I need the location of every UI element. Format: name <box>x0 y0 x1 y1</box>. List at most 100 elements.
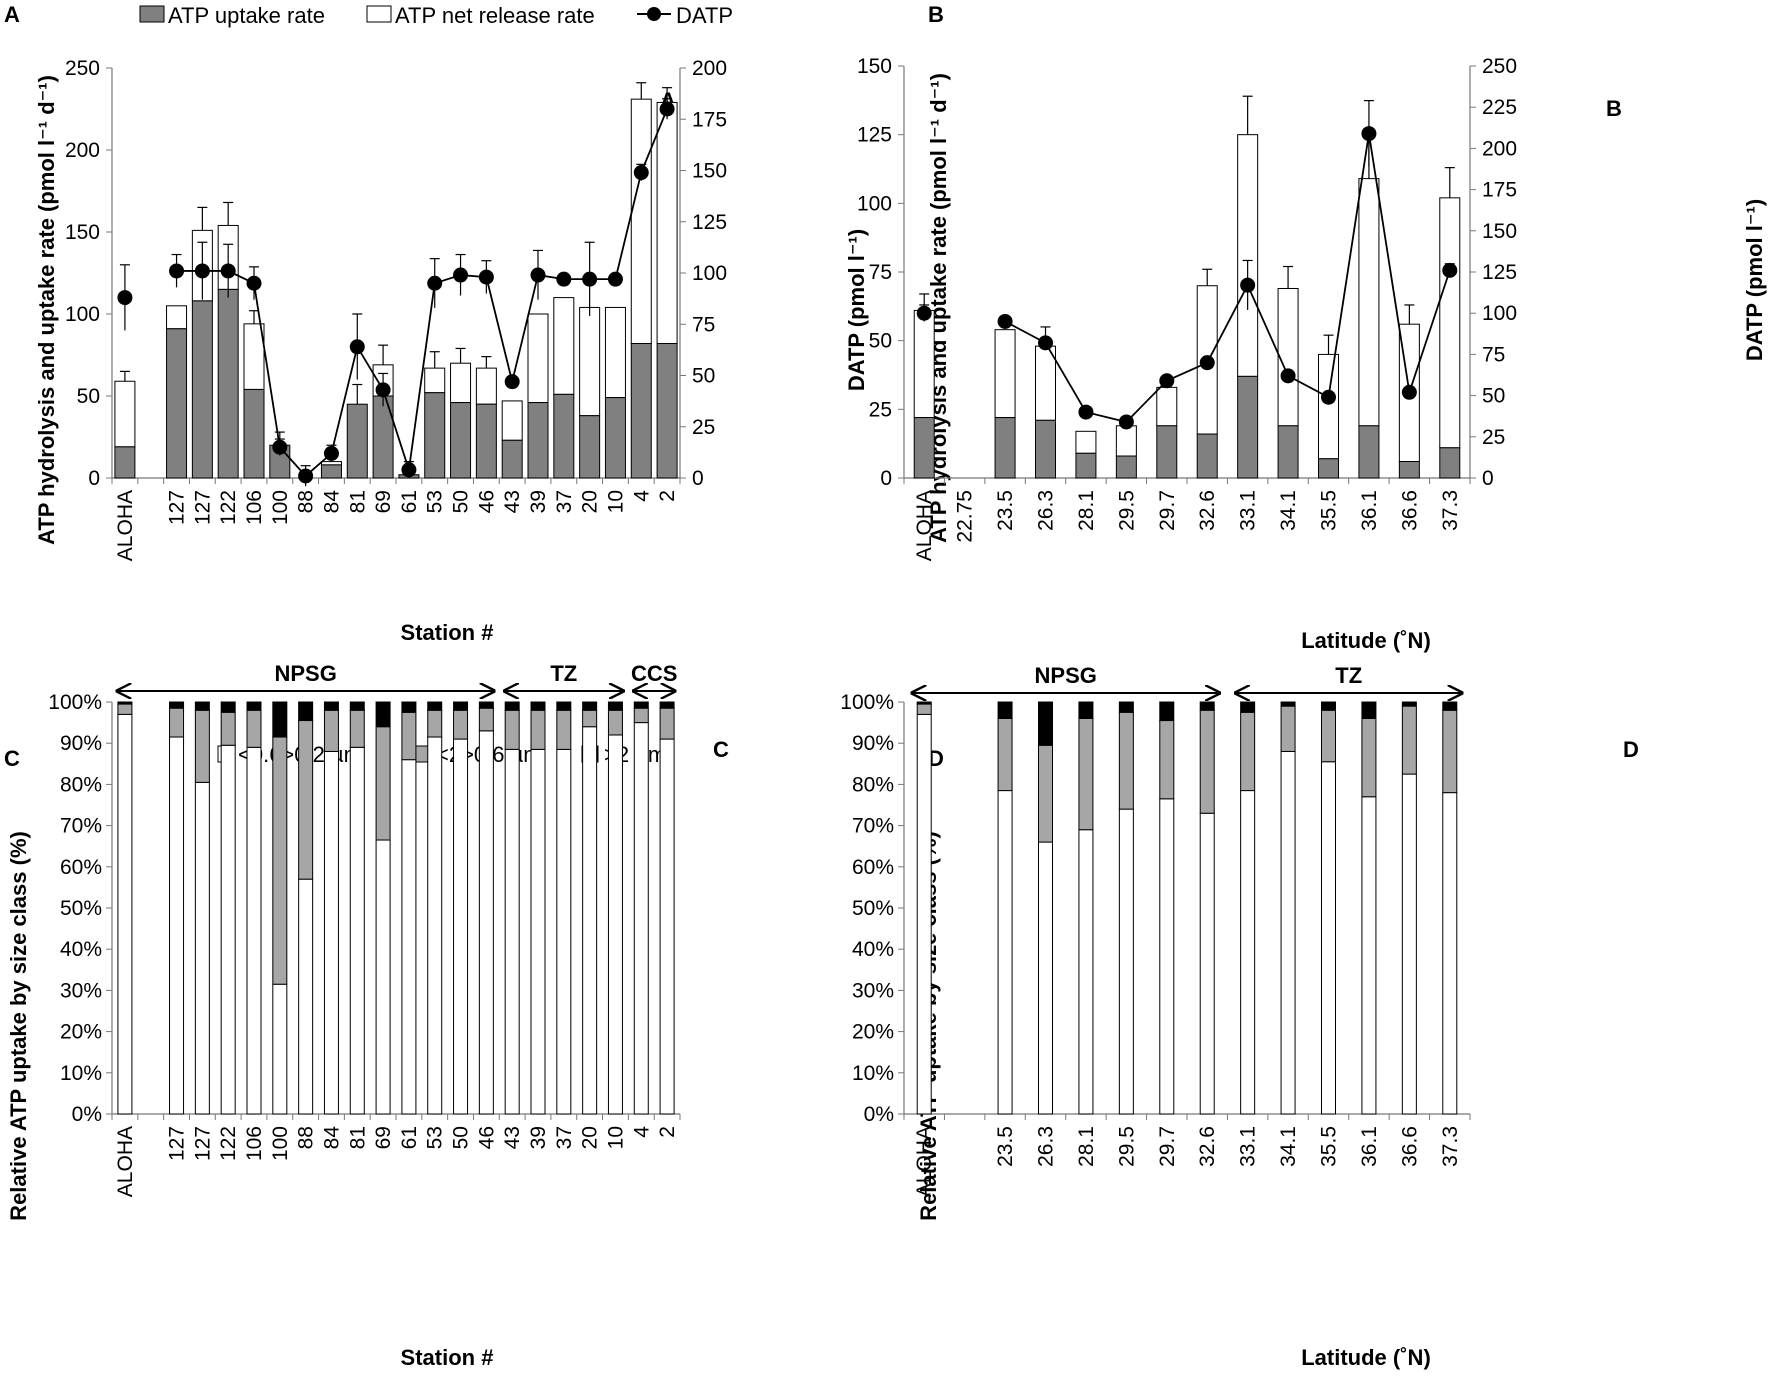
panel-a-bar-release <box>630 98 652 345</box>
panel-d-bar-large <box>997 701 1013 719</box>
panel-d-bar-small <box>1118 808 1134 1115</box>
panel-a-ylabel-left: ATP hydrolysis and uptake rate (pmol l⁻¹… <box>34 75 59 545</box>
panel-b-bar-uptake <box>1035 419 1056 479</box>
panel-b-xtick-label: ALOHA <box>913 490 936 561</box>
panel-a-bar-release <box>501 400 523 441</box>
legend-marker-datp <box>647 7 661 21</box>
panel-b-xtick-label: 26.3 <box>1035 490 1058 531</box>
panel-d-xtick-label: 23.5 <box>994 1126 1017 1167</box>
panel-c-bar-medium <box>607 709 623 736</box>
panel-c-bar-small <box>349 746 365 1115</box>
panel-b-xtick-label: 36.1 <box>1358 490 1381 531</box>
panel-a-bar-uptake <box>320 464 342 479</box>
panel-a-ytick-label-left: 250 <box>65 57 100 80</box>
panel-b-xtick-label: 36.6 <box>1398 490 1421 531</box>
panel-c-bar-small <box>401 759 417 1115</box>
panel-d-xtick-label: 37.3 <box>1439 1126 1462 1167</box>
panel-c-bar-large <box>478 701 494 709</box>
panel-a-datp-point <box>220 263 236 279</box>
panel-c-bar-small <box>659 738 675 1115</box>
panel-a-bar-uptake <box>217 288 239 479</box>
panel-b-bar-uptake <box>1075 452 1097 479</box>
panel-a-datp-point <box>169 263 185 279</box>
panel-c-bar-medium <box>427 709 443 738</box>
panel-c-bar-large <box>349 701 365 711</box>
panel-b-bar-uptake <box>1398 461 1420 479</box>
panel-b-ylabel-right: DATP (pmol l⁻¹) <box>1742 199 1767 361</box>
panel-c-bar-medium <box>504 709 520 750</box>
panel-c-ylabel: Relative ATP uptake by size class (%) <box>6 831 31 1221</box>
panel-a-xtick-label: 127 <box>166 490 189 525</box>
panel-a-bar-uptake <box>553 393 575 479</box>
panel-a-ylabel-right: DATP (pmol l⁻¹) <box>844 229 869 391</box>
panel-c-bar-medium <box>582 709 598 728</box>
panel-a-bar-release <box>604 306 626 399</box>
panel-a-xtick-label: 127 <box>191 490 214 525</box>
panel-b-datp-point <box>1199 355 1215 371</box>
panel-c-bar-small <box>530 748 546 1115</box>
panel-c-bar-large <box>582 701 598 711</box>
panel-c-inner-label: C <box>713 737 729 762</box>
panel-a-bar-release <box>114 380 136 448</box>
panel-a-xtick-label: 4 <box>630 490 653 502</box>
panel-a-bar-release <box>475 367 497 405</box>
panel-b-ytick-label-left: 0 <box>880 467 892 490</box>
panel-b-datp-point <box>997 313 1013 329</box>
panel-b-bar-release <box>1035 345 1056 421</box>
panel-a-bar-release <box>424 367 446 394</box>
panel-a-ytick-label-right: 200 <box>692 57 727 80</box>
panel-a-datp-point <box>582 271 598 287</box>
panel-c-bar-large <box>504 701 520 711</box>
panel-c-bar-small <box>298 878 314 1115</box>
panel-b-ytick-label-right: 200 <box>1482 137 1517 160</box>
panel-c-bar-small <box>117 713 133 1115</box>
panel-b-datp-point <box>1361 126 1377 142</box>
panel-a-xtick-label: 50 <box>450 490 473 513</box>
panel-c-bar-medium <box>220 711 236 746</box>
panel-c-xtick-label: 10 <box>604 1126 627 1149</box>
panel-a-ytick-label-right: 25 <box>692 416 715 439</box>
panel-a-bar-uptake <box>604 397 626 479</box>
panel-c-xtick-label: 39 <box>527 1126 550 1149</box>
panel-d-bar-large <box>916 701 932 705</box>
panel-c-xtick-label: 84 <box>320 1126 343 1150</box>
panel-b-ytick-label-right: 175 <box>1482 179 1517 202</box>
panel-c-xtick-label: 127 <box>191 1126 214 1161</box>
panel-d-xtick-label: 28.1 <box>1075 1126 1098 1167</box>
panel-d-bar-medium <box>1118 711 1134 810</box>
panel-b-bar-release <box>1439 197 1461 449</box>
panel-b-bar-release <box>913 309 935 419</box>
panel-d-ytick-label: 10% <box>852 1062 894 1085</box>
panel-c-bar-large <box>427 701 443 711</box>
panel-b-xtick-label: 32.6 <box>1196 490 1219 531</box>
panel-b-bar-release <box>994 329 1016 419</box>
panel-c-bar-large <box>220 701 236 713</box>
panel-c-xtick-label: 50 <box>450 1126 473 1149</box>
panel-b-bar-release <box>1156 386 1178 427</box>
panel-d-bar-large <box>1361 701 1377 719</box>
panel-b-ytick-label-left: 150 <box>857 55 892 78</box>
panel-c-xtick-label: 46 <box>475 1126 498 1149</box>
panel-d-ytick-label: 0% <box>864 1103 894 1126</box>
panel-c-xtick-label: 69 <box>372 1126 395 1149</box>
panel-a-ytick-label-right: 75 <box>692 313 715 336</box>
panel-a-ytick-label-left: 50 <box>77 385 100 408</box>
panel-b-ytick-label-right: 25 <box>1482 426 1505 449</box>
panel-c-bar-medium <box>401 711 417 761</box>
panel-b-bar-release <box>1115 425 1137 457</box>
panel-d-xtick-label: 34.1 <box>1277 1126 1300 1167</box>
panel-c-bar-small <box>504 748 520 1115</box>
panel-a-xtick-label: 122 <box>217 490 240 525</box>
panel-a-ytick-label-left: 100 <box>65 303 100 326</box>
panel-d-bar-small <box>1240 790 1256 1115</box>
panel-c-bar-medium <box>375 726 391 841</box>
panel-a-xtick-label: 81 <box>346 490 369 513</box>
panel-c-bar-medium <box>478 707 494 732</box>
panel-d-chart: 0% 10% 20% 30% 40% 50% 60% 70% 80% 90% 100% ALOHA 23… <box>840 691 1471 1197</box>
panel-b-bar-uptake <box>1277 425 1299 479</box>
panel-b-ytick-label-left: 25 <box>869 398 892 421</box>
panel-b-xlabel: Latitude (˚N) <box>1301 628 1431 653</box>
panel-d-xtick-label: 36.1 <box>1358 1126 1381 1167</box>
panel-a-datp-point <box>453 267 469 283</box>
panel-b-bar-uptake <box>1237 375 1259 479</box>
